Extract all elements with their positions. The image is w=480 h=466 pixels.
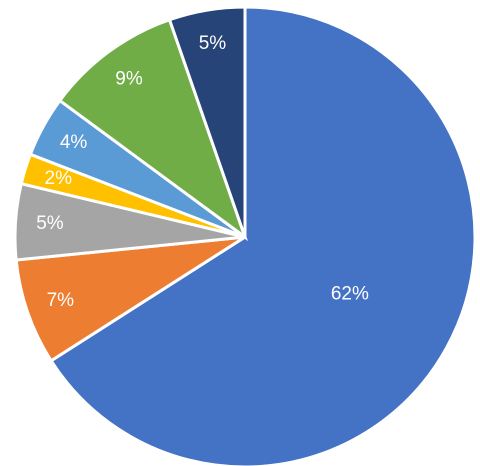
pie-slice	[14, 235, 246, 363]
data-label: 62%	[331, 283, 369, 304]
data-label: 5%	[36, 213, 64, 234]
data-label: 2%	[45, 168, 73, 189]
pie-slice	[49, 5, 477, 466]
pie-slice	[167, 5, 247, 238]
data-label: 7%	[47, 290, 75, 311]
pie-slice	[57, 17, 249, 242]
data-label: 4%	[60, 132, 88, 153]
data-label: 9%	[115, 69, 143, 90]
data-label: 5%	[199, 33, 227, 54]
